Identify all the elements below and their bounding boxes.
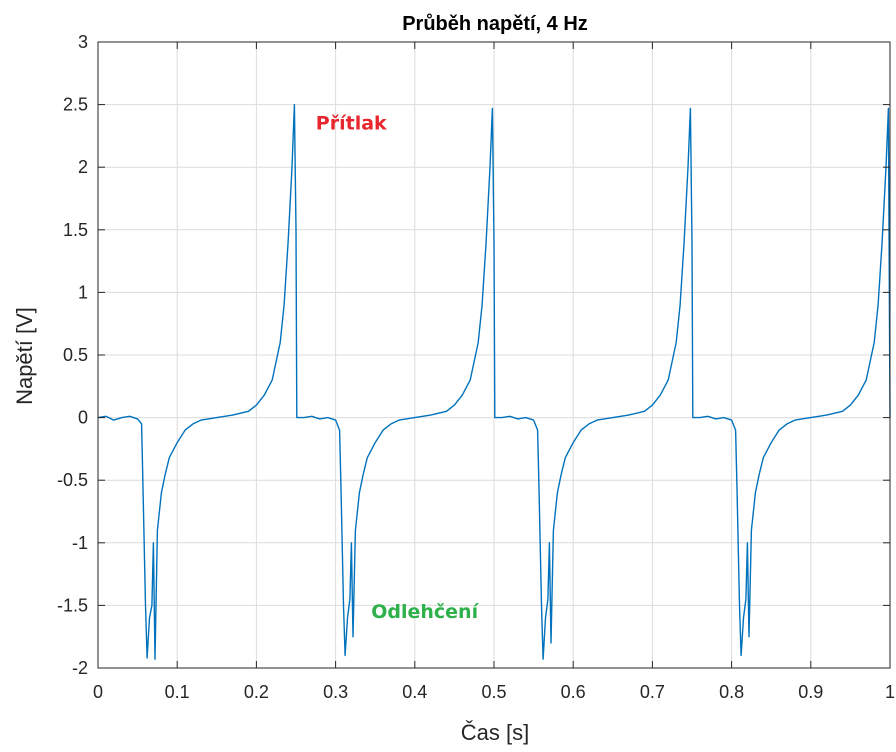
x-tick-label: 0.9	[798, 682, 823, 702]
x-tick-label: 0.4	[402, 682, 427, 702]
y-tick-label: -2	[72, 658, 88, 678]
y-tick-label: 2.5	[63, 95, 88, 115]
ticks: 0 0.1 0.2 0.3 0.4 0.5 0.6 0.7 0.8 0.9 1 3 2.5 2 1.5 1 0.…	[57, 32, 895, 702]
x-tick-label: 0.5	[481, 682, 506, 702]
x-tick-label: 1	[885, 682, 895, 702]
x-tick-label: 0.8	[719, 682, 744, 702]
y-axis-label: Napětí [V]	[12, 307, 37, 405]
y-tick-label: -1	[72, 533, 88, 553]
x-tick-label: 0.6	[561, 682, 586, 702]
x-axis-label: Čas [s]	[461, 720, 529, 745]
annotations: Přítlak Odlehčení	[316, 113, 480, 623]
x-tick-label: 0.7	[640, 682, 665, 702]
series-line-0	[97, 103, 891, 660]
chart-title: Průběh napětí, 4 Hz	[402, 13, 588, 35]
annotation-label: Přítlak	[316, 113, 387, 135]
y-tick-label: -0.5	[57, 470, 88, 490]
x-tick-label: 0.3	[323, 682, 348, 702]
y-tick-label: 1.5	[63, 220, 88, 240]
y-tick-label: -1.5	[57, 595, 88, 615]
x-tick-label: 0.2	[244, 682, 269, 702]
x-tick-label: 0.1	[165, 682, 190, 702]
y-tick-label: 1	[78, 282, 88, 302]
x-tick-label: 0	[93, 682, 103, 702]
y-tick-label: 0	[78, 408, 88, 428]
y-tick-label: 2	[78, 157, 88, 177]
y-tick-label: 3	[78, 32, 88, 52]
annotation-label: Odlehčení	[371, 601, 479, 623]
plot-area	[97, 103, 891, 660]
y-tick-label: 0.5	[63, 345, 88, 365]
